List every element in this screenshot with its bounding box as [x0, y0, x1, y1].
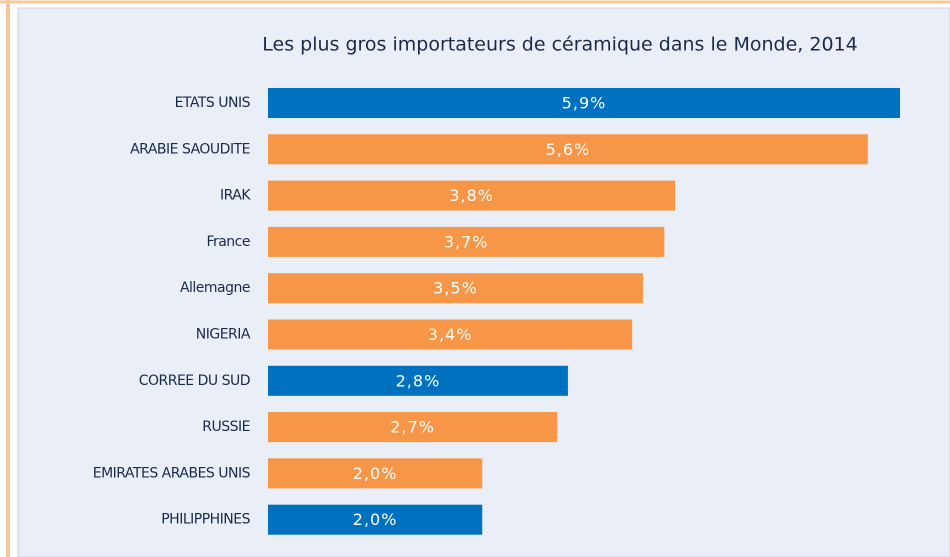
- data-label: 3,7%: [444, 232, 489, 251]
- category-label: ETATS UNIS: [175, 95, 251, 111]
- bar: [268, 504, 483, 535]
- data-label: 2,0%: [353, 464, 398, 483]
- bar: [268, 88, 900, 118]
- category-label: Allemagne: [180, 280, 250, 296]
- bar: [268, 273, 643, 304]
- category-label: RUSSIE: [202, 419, 250, 435]
- bar: [268, 458, 483, 489]
- bar: [268, 365, 568, 396]
- category-label: IRAK: [220, 188, 251, 204]
- category-label: NIGERIA: [196, 327, 251, 343]
- data-label: 3,4%: [428, 325, 473, 344]
- data-label: 3,5%: [433, 279, 478, 298]
- data-label: 2,0%: [353, 510, 398, 529]
- bar: [268, 134, 868, 165]
- category-label: CORREE DU SUD: [139, 373, 250, 389]
- data-label: 2,8%: [396, 371, 441, 390]
- category-label: France: [206, 234, 250, 250]
- data-label: 5,9%: [562, 94, 607, 113]
- category-label: PHILIPPHINES: [161, 512, 250, 528]
- data-label: 3,8%: [449, 186, 494, 205]
- bar: [268, 319, 633, 350]
- category-label: EMIRATES ARABES UNIS: [93, 465, 251, 481]
- data-label: 5,6%: [546, 140, 591, 159]
- category-label: ARABIE SAOUDITE: [130, 141, 250, 157]
- bar: [268, 180, 676, 211]
- data-label: 2,7%: [390, 418, 435, 437]
- bar: [268, 412, 558, 443]
- bar: [268, 226, 665, 257]
- chart-title: Les plus gros importateurs de céramique …: [262, 34, 857, 56]
